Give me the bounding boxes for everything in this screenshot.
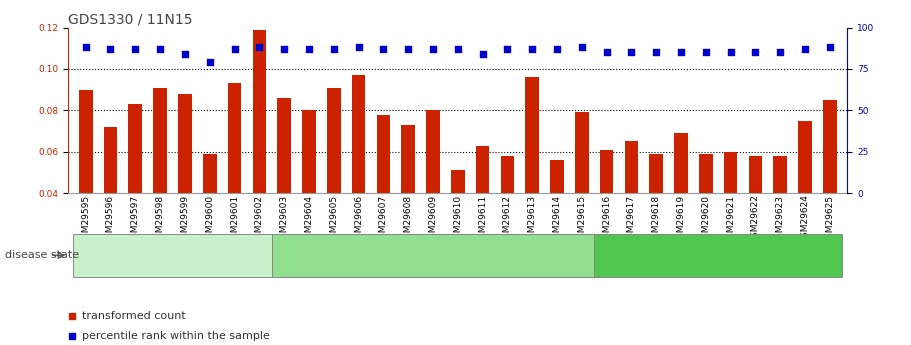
- Bar: [724, 152, 738, 193]
- Text: percentile rank within the sample: percentile rank within the sample: [82, 331, 271, 341]
- Text: transformed count: transformed count: [82, 311, 186, 321]
- Point: [748, 50, 763, 55]
- Bar: [575, 112, 589, 193]
- Bar: [128, 104, 142, 193]
- Point: [326, 46, 341, 52]
- Point: [549, 46, 564, 52]
- Bar: [526, 77, 539, 193]
- Bar: [798, 121, 812, 193]
- FancyBboxPatch shape: [271, 234, 594, 277]
- Bar: [104, 127, 118, 193]
- Point: [128, 46, 143, 52]
- Point: [78, 45, 93, 50]
- Bar: [500, 156, 514, 193]
- Point: [401, 46, 415, 52]
- Point: [699, 50, 713, 55]
- Bar: [823, 100, 836, 193]
- Bar: [749, 156, 763, 193]
- Bar: [252, 30, 266, 193]
- Point: [425, 46, 440, 52]
- Bar: [426, 110, 440, 193]
- Bar: [178, 94, 191, 193]
- Bar: [352, 75, 365, 193]
- Bar: [327, 88, 341, 193]
- Point: [202, 60, 217, 65]
- Text: ulcerative colitis: ulcerative colitis: [672, 250, 764, 260]
- Bar: [302, 110, 316, 193]
- Bar: [476, 146, 489, 193]
- Point: [476, 51, 490, 57]
- Bar: [376, 115, 390, 193]
- FancyBboxPatch shape: [594, 234, 843, 277]
- Text: disease state: disease state: [5, 250, 78, 260]
- Point: [376, 46, 391, 52]
- Point: [302, 46, 316, 52]
- Point: [599, 50, 614, 55]
- Bar: [203, 154, 217, 193]
- Point: [252, 45, 267, 50]
- Bar: [650, 154, 663, 193]
- Bar: [153, 88, 167, 193]
- Bar: [674, 133, 688, 193]
- Bar: [599, 150, 613, 193]
- Bar: [402, 125, 415, 193]
- Point: [103, 46, 118, 52]
- Point: [773, 50, 787, 55]
- Text: GDS1330 / 11N15: GDS1330 / 11N15: [68, 12, 193, 27]
- Bar: [625, 141, 639, 193]
- Point: [178, 51, 192, 57]
- Text: normal: normal: [153, 250, 192, 260]
- Point: [450, 46, 465, 52]
- Point: [352, 45, 366, 50]
- Point: [525, 46, 539, 52]
- Bar: [277, 98, 291, 193]
- Bar: [79, 90, 93, 193]
- Point: [575, 45, 589, 50]
- Point: [277, 46, 292, 52]
- Point: [823, 45, 837, 50]
- Point: [798, 46, 813, 52]
- Bar: [699, 154, 712, 193]
- Point: [649, 50, 663, 55]
- Point: [153, 46, 168, 52]
- Bar: [550, 160, 564, 193]
- Bar: [773, 156, 787, 193]
- Bar: [228, 83, 241, 193]
- Point: [674, 50, 689, 55]
- Point: [723, 50, 738, 55]
- Point: [624, 50, 639, 55]
- FancyBboxPatch shape: [73, 234, 271, 277]
- Point: [227, 46, 241, 52]
- Text: Crohn disease: Crohn disease: [394, 250, 473, 260]
- Point: [500, 46, 515, 52]
- Bar: [451, 170, 465, 193]
